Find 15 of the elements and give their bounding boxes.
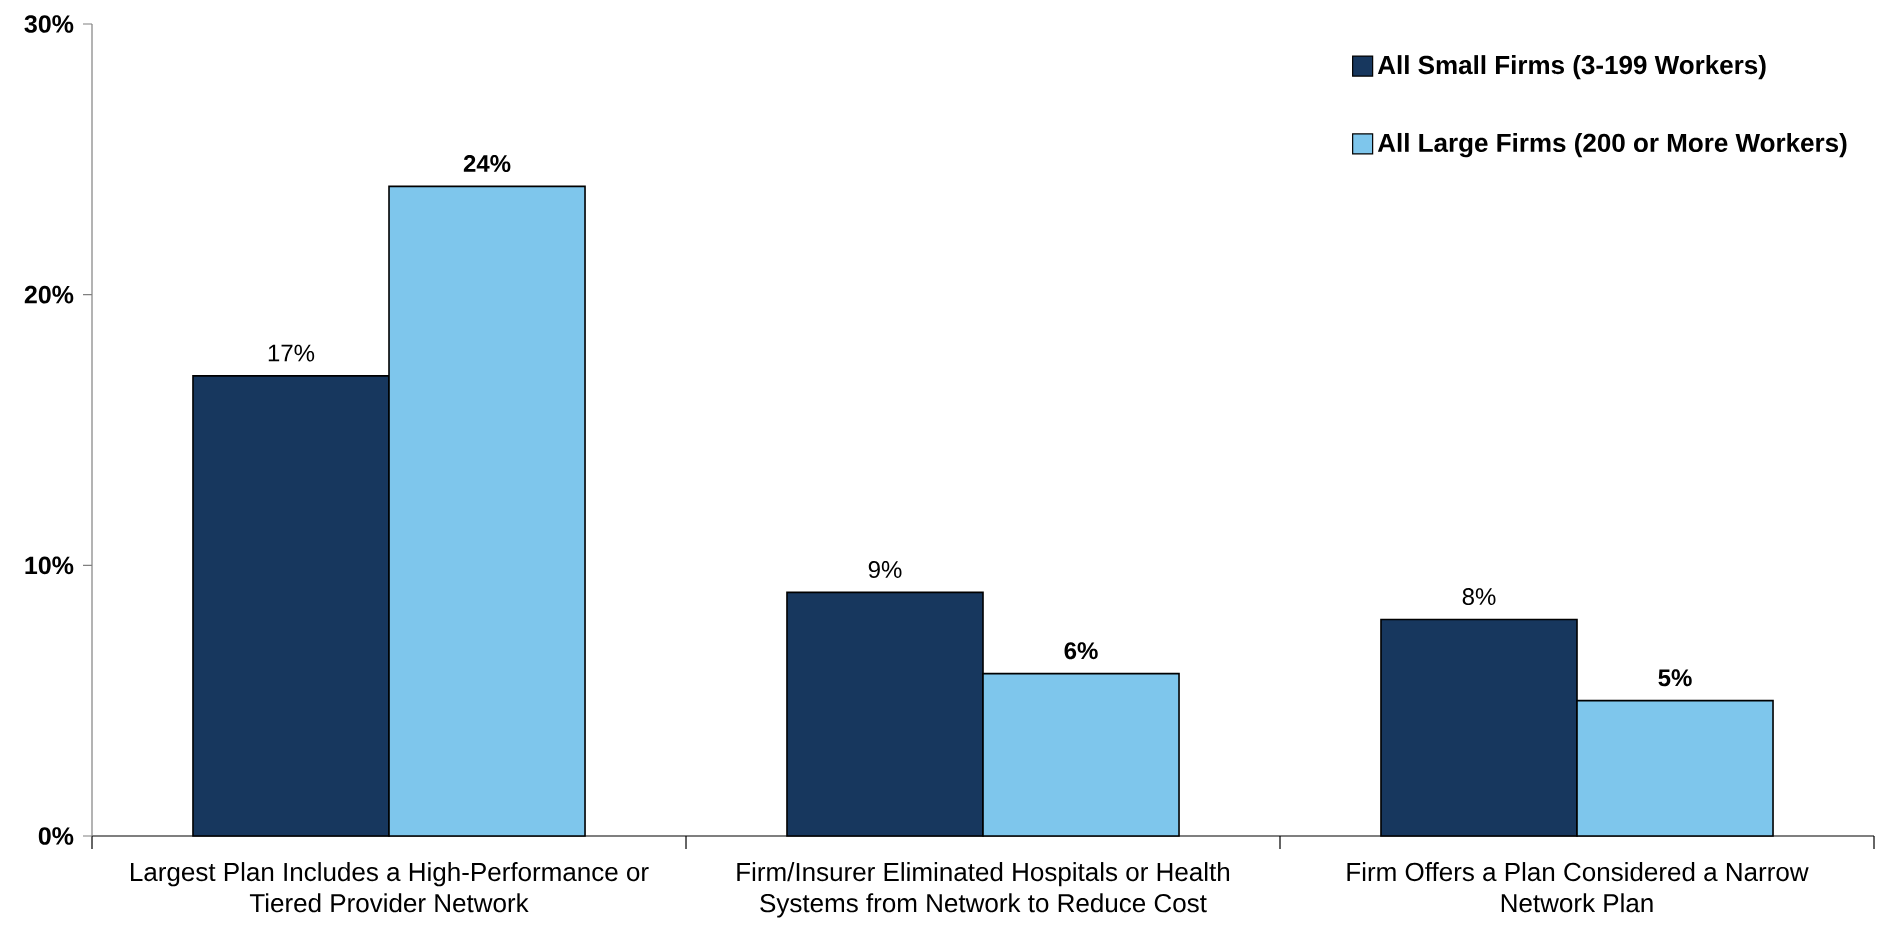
y-tick-label: 10% <box>25 556 74 575</box>
data-label: 9% <box>868 561 902 578</box>
y-tick-label: 30% <box>24 15 74 33</box>
y-tick-label: 0% <box>38 827 74 845</box>
x-tick-label: Firm Offers a Plan Considered a Narrow Network Plan <box>1347 862 1809 913</box>
x-tick-label: Firm/Insurer Eliminated Hospitals or Health Systems from Network to Reduce Cost <box>737 862 1230 918</box>
data-label: 17% <box>268 344 315 362</box>
data-label: 5% <box>1658 669 1692 687</box>
data-label: 24% <box>463 155 511 172</box>
legend-label: All Large Firms (200 or More Workers) <box>1377 132 1847 158</box>
data-label: 8% <box>1462 588 1496 606</box>
data-label: 6% <box>1064 642 1098 660</box>
x-tick-label: Largest Plan Includes a High-Performance or Tiered Provider Network <box>131 862 649 913</box>
legend-label: All Small Firms (3-199 Workers) <box>1377 55 1766 80</box>
y-tick-label: 20% <box>24 285 74 304</box>
